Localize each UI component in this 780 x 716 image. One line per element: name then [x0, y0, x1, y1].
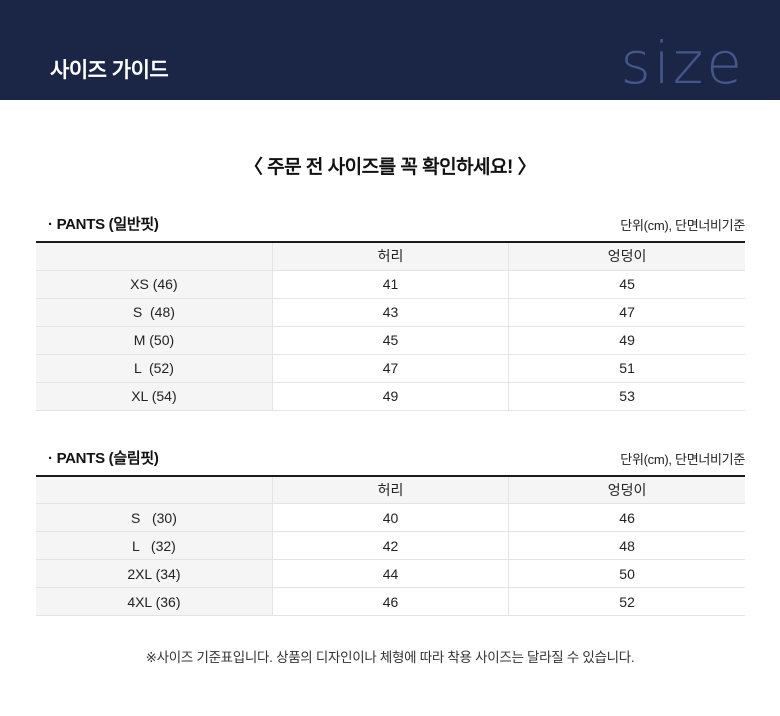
table-title-regular: · PANTS (일반핏)	[48, 216, 159, 233]
size-disclaimer-text: ※사이즈 기준표입니다. 상품의 디자인이나 체형에 따라 착용 사이즈는 달라…	[145, 650, 635, 665]
size-table-regular: 허리 엉덩이 XS (46) 41 45 S (48) 43 47 M (50)…	[36, 241, 745, 411]
size-table-slim: 허리 엉덩이 S (30) 40 46 L (32) 42 48 2XL (34…	[36, 474, 745, 616]
header-cell-waist: 허리	[271, 475, 510, 504]
size-cell: XS (46)	[36, 269, 273, 299]
size-cell: M (50)	[36, 325, 273, 355]
hip-cell: 51	[508, 353, 745, 383]
header-cell-hip: 엉덩이	[508, 475, 745, 504]
header-cell-size	[36, 241, 273, 271]
order-notice-text: 〈 주문 전 사이즈를 꼭 확인하세요! 〉	[243, 157, 537, 178]
waist-cell: 45	[271, 325, 510, 355]
waist-cell: 47	[271, 353, 510, 383]
table-row: XS (46) 41 45	[36, 269, 745, 299]
hip-cell: 45	[508, 269, 745, 299]
unit-label-slim: 단위(cm), 단면너비기준	[620, 451, 745, 467]
size-cell: S (48)	[36, 297, 273, 327]
waist-cell: 46	[271, 587, 510, 616]
hip-cell: 47	[508, 297, 745, 327]
table-row: S (30) 40 46	[36, 503, 745, 532]
table-header-row: 허리 엉덩이	[36, 475, 745, 504]
waist-cell: 44	[271, 559, 510, 588]
table-row: XL (54) 49 53	[36, 381, 745, 411]
size-cell: 4XL (36)	[36, 587, 273, 616]
table-row: 4XL (36) 46 52	[36, 587, 745, 616]
table-row: 2XL (34) 44 50	[36, 559, 745, 588]
size-cell: XL (54)	[36, 381, 273, 411]
waist-cell: 41	[271, 269, 510, 299]
size-cell: L (32)	[36, 531, 273, 560]
size-watermark-text: size	[620, 29, 745, 97]
size-cell: L (52)	[36, 353, 273, 383]
size-cell: 2XL (34)	[36, 559, 273, 588]
waist-cell: 49	[271, 381, 510, 411]
table-row: S (48) 43 47	[36, 297, 745, 327]
unit-label-regular: 단위(cm), 단면너비기준	[620, 218, 745, 233]
hip-cell: 46	[508, 503, 745, 532]
hip-cell: 50	[508, 559, 745, 588]
table-row: M (50) 45 49	[36, 325, 745, 355]
page-title: 사이즈 가이드	[50, 59, 169, 82]
waist-cell: 42	[271, 531, 510, 560]
table-row: L (52) 47 51	[36, 353, 745, 383]
hip-cell: 53	[508, 381, 745, 411]
table-title-slim: · PANTS (슬림핏)	[48, 449, 159, 467]
header-banner: 사이즈 가이드 size	[0, 0, 780, 100]
hip-cell: 52	[508, 587, 745, 616]
header-cell-hip: 엉덩이	[508, 241, 745, 271]
header-cell-size	[36, 475, 273, 504]
section-head: · PANTS (일반핏) 단위(cm), 단면너비기준	[36, 213, 745, 234]
section-head: · PANTS (슬림핏) 단위(cm), 단면너비기준	[36, 447, 745, 468]
header-cell-waist: 허리	[271, 241, 510, 271]
waist-cell: 43	[271, 297, 510, 327]
table-row: L (32) 42 48	[36, 531, 745, 560]
hip-cell: 49	[508, 325, 745, 355]
table-header-row: 허리 엉덩이	[36, 241, 745, 271]
size-cell: S (30)	[36, 503, 273, 532]
hip-cell: 48	[508, 531, 745, 560]
section-pants-slim: · PANTS (슬림핏) 단위(cm), 단면너비기준 허리 엉덩이 S (3…	[36, 447, 745, 616]
section-pants-regular: · PANTS (일반핏) 단위(cm), 단면너비기준 허리 엉덩이 XS (…	[36, 213, 745, 411]
waist-cell: 40	[271, 503, 510, 532]
